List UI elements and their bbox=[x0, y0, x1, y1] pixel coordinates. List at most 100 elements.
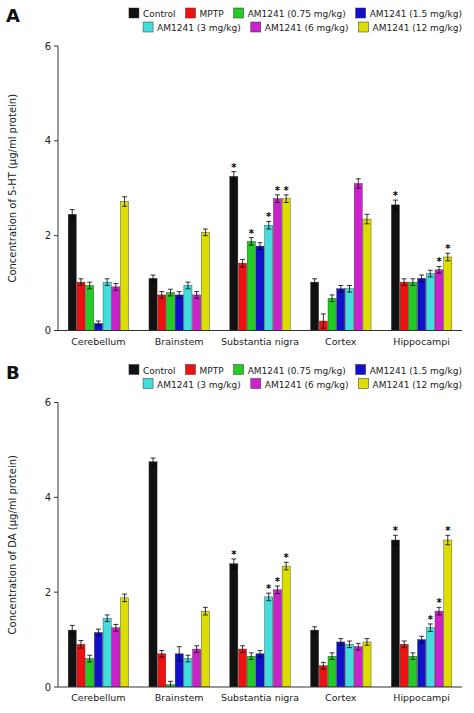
bar bbox=[444, 257, 452, 330]
error-bar bbox=[321, 662, 326, 669]
legend-item: AM1241 (6 mg/kg) bbox=[251, 22, 349, 33]
bar bbox=[282, 566, 290, 687]
error-bar bbox=[240, 259, 245, 267]
bar bbox=[193, 295, 201, 331]
bar bbox=[103, 618, 111, 687]
x-tick-label: Brainstem bbox=[155, 336, 204, 347]
error-bar bbox=[168, 289, 173, 296]
legend-swatch bbox=[234, 8, 244, 18]
x-tick-label: Cerebellum bbox=[71, 692, 125, 703]
panel-label: A bbox=[6, 5, 20, 26]
error-bar bbox=[151, 275, 156, 282]
error-bar bbox=[402, 641, 407, 648]
legend-swatch bbox=[356, 365, 366, 375]
y-tick-label: 2 bbox=[45, 230, 51, 241]
x-tick-label: Substantia nigra bbox=[221, 692, 299, 703]
error-bar bbox=[347, 641, 352, 648]
legend-label: AM1241 (1.5 mg/kg) bbox=[370, 9, 462, 19]
error-bar bbox=[356, 179, 361, 188]
error-bar bbox=[113, 284, 118, 291]
bar bbox=[337, 289, 345, 331]
error-bar bbox=[240, 646, 245, 653]
error-bar bbox=[87, 282, 92, 289]
y-tick bbox=[54, 330, 58, 331]
error-bar bbox=[159, 292, 164, 299]
legend-item: MPTP bbox=[186, 8, 225, 19]
error-bar bbox=[231, 559, 236, 568]
error-bar bbox=[105, 615, 110, 622]
legend-swatch bbox=[234, 365, 244, 375]
legend-item: AM1241 (0.75 mg/kg) bbox=[234, 365, 346, 376]
error-bar bbox=[275, 586, 280, 594]
bar bbox=[86, 285, 94, 330]
significance-star: * bbox=[231, 162, 237, 173]
bar bbox=[238, 649, 246, 687]
bar bbox=[175, 295, 183, 331]
legend-swatch bbox=[356, 8, 366, 18]
legend-label: AM1241 (12 mg/kg) bbox=[373, 23, 462, 33]
bar bbox=[112, 628, 120, 687]
error-bar bbox=[338, 639, 343, 646]
error-bar bbox=[284, 562, 289, 570]
bar bbox=[409, 282, 417, 330]
bar bbox=[400, 644, 408, 687]
error-bar bbox=[151, 458, 156, 466]
error-bar bbox=[445, 535, 450, 544]
error-bar bbox=[312, 627, 317, 634]
legend-item: AM1241 (1.5 mg/kg) bbox=[356, 365, 462, 376]
y-tick bbox=[54, 46, 58, 47]
y-tick bbox=[54, 140, 58, 141]
legend-swatch bbox=[359, 22, 369, 32]
legend-label: AM1241 (0.75 mg/kg) bbox=[248, 9, 346, 19]
y-tick-label: 0 bbox=[45, 682, 51, 693]
significance-star: * bbox=[266, 211, 272, 222]
bar bbox=[363, 219, 371, 330]
bar bbox=[68, 214, 76, 330]
legend-swatch bbox=[251, 379, 261, 389]
legend-label: AM1241 (0.75 mg/kg) bbox=[248, 366, 346, 376]
error-bar bbox=[79, 279, 84, 286]
bar bbox=[265, 225, 273, 330]
bar bbox=[345, 644, 353, 687]
y-axis-line bbox=[58, 46, 59, 331]
bar bbox=[94, 632, 102, 687]
significance-star: * bbox=[445, 525, 451, 536]
error-bar bbox=[275, 195, 280, 203]
bar bbox=[363, 642, 371, 687]
significance-star: * bbox=[436, 597, 442, 608]
error-bar bbox=[284, 195, 289, 203]
error-bar bbox=[437, 607, 442, 615]
error-bar bbox=[96, 321, 101, 326]
y-tick-label: 0 bbox=[45, 325, 51, 336]
legend-label: Control bbox=[143, 366, 176, 376]
error-bar bbox=[393, 200, 398, 209]
legend-label: MPTP bbox=[200, 9, 225, 19]
significance-star: * bbox=[284, 185, 290, 196]
legend: ControlMPTPAM1241 (0.75 mg/kg)AM1241 (1.… bbox=[129, 8, 462, 33]
error-bar bbox=[393, 535, 398, 544]
significance-star: * bbox=[275, 185, 281, 196]
bar bbox=[354, 647, 362, 687]
legend-item: MPTP bbox=[186, 365, 225, 376]
bar bbox=[247, 241, 255, 330]
bar bbox=[328, 298, 336, 330]
error-bar bbox=[105, 279, 110, 286]
bar bbox=[112, 287, 120, 331]
error-bar bbox=[177, 292, 182, 299]
bar bbox=[273, 590, 281, 687]
error-bar bbox=[168, 681, 173, 687]
bar bbox=[391, 205, 399, 331]
bar bbox=[149, 462, 157, 687]
error-bar bbox=[266, 593, 271, 601]
bar bbox=[184, 285, 192, 330]
x-axis-line bbox=[58, 330, 462, 331]
error-bar bbox=[249, 653, 254, 660]
bar bbox=[201, 611, 209, 687]
marks bbox=[68, 458, 452, 687]
y-tick bbox=[54, 235, 58, 236]
bar bbox=[400, 282, 408, 330]
x-tick-label: Brainstem bbox=[155, 692, 204, 703]
legend-label: AM1241 (1.5 mg/kg) bbox=[370, 366, 462, 376]
y-tick bbox=[54, 402, 58, 403]
bar bbox=[311, 282, 319, 330]
